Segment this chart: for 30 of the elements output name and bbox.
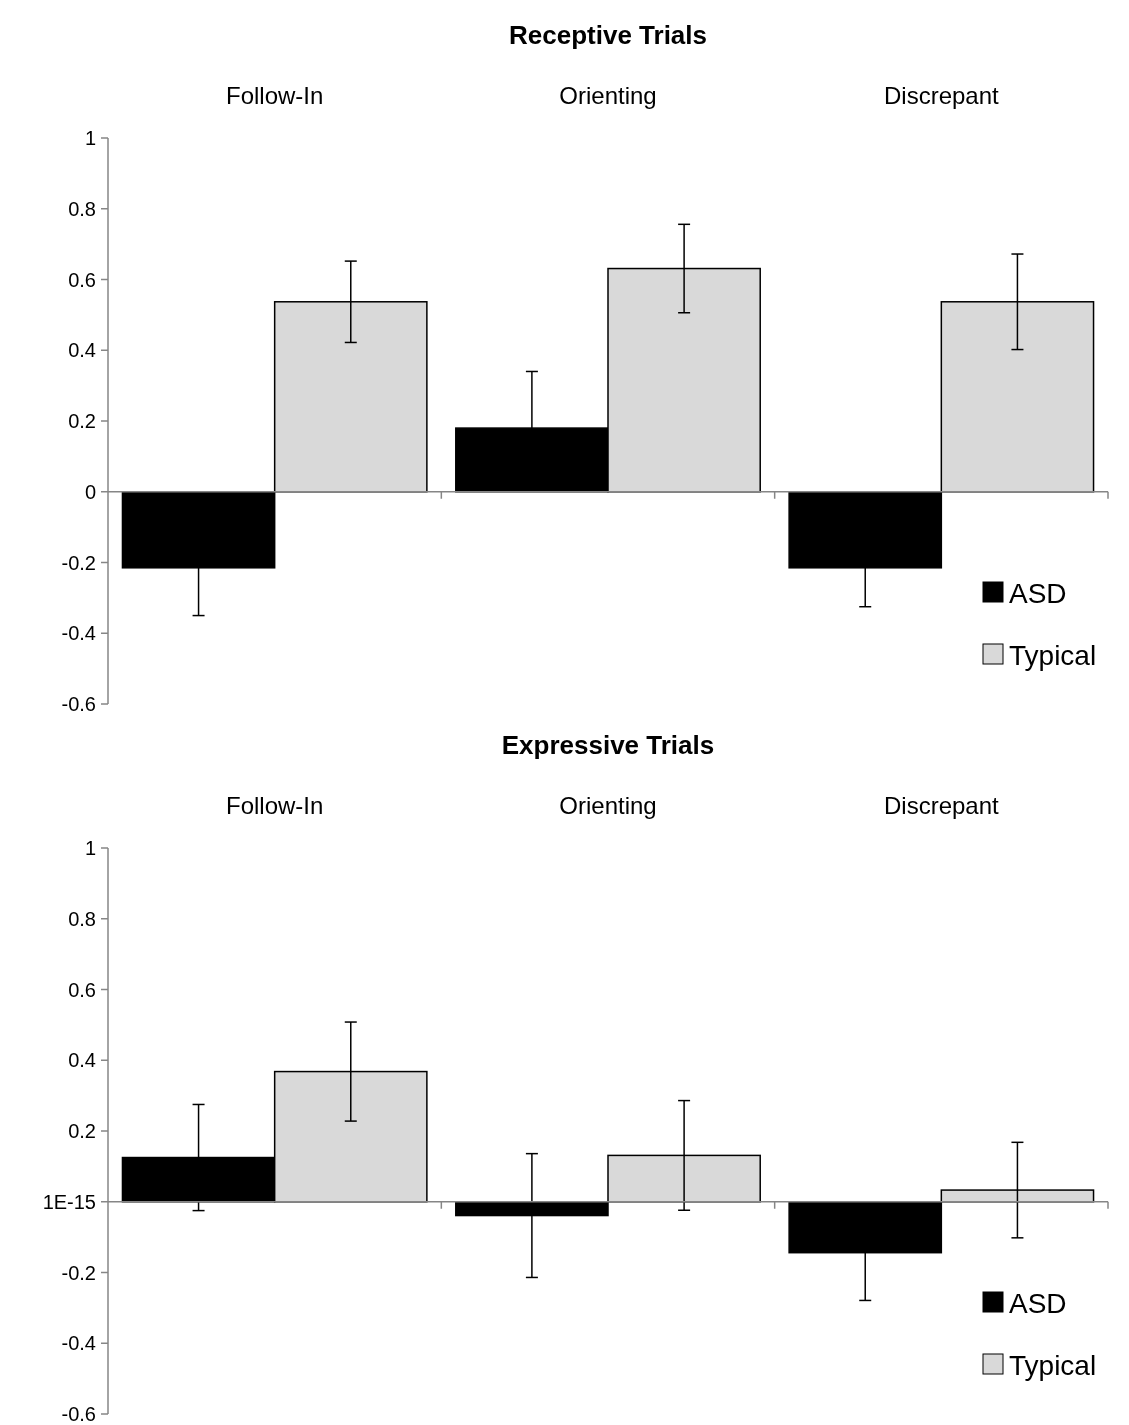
y-tick-label: 0.8 — [68, 907, 96, 930]
y-tick-label: -0.4 — [61, 1332, 96, 1355]
legend-label: Typical — [1009, 1349, 1097, 1381]
y-tick-label: 0.4 — [68, 339, 96, 362]
chart-title: Receptive Trials — [509, 20, 707, 50]
x-tick-label: Orienting — [559, 82, 657, 109]
y-tick-label: -0.2 — [61, 551, 96, 574]
y-tick-label: 0.6 — [68, 978, 96, 1001]
y-tick-label: -0.2 — [61, 1261, 96, 1284]
legend-label: Typical — [1009, 639, 1097, 671]
y-tick-label: 1 — [84, 837, 96, 859]
y-tick-label: 0 — [84, 480, 96, 503]
x-tick-label: Discrepant — [883, 792, 1000, 819]
y-tick-label: 0.4 — [68, 1049, 96, 1072]
chart-title: Expressive Trials — [501, 730, 715, 760]
y-tick-label: -0.6 — [61, 693, 96, 715]
y-tick-label: 0.6 — [68, 268, 96, 291]
legend-label: ASD — [1009, 577, 1067, 609]
x-tick-label: Discrepant — [883, 82, 1000, 109]
x-tick-label: Orienting — [559, 792, 657, 819]
y-tick-label: -0.4 — [61, 622, 96, 645]
y-tick-label: -0.6 — [61, 1403, 96, 1425]
y-tick-label: 1E-15 — [42, 1190, 96, 1213]
x-tick-label: Follow-In — [225, 792, 324, 819]
y-tick-label: 0.8 — [68, 197, 96, 220]
legend-label: ASD — [1009, 1287, 1067, 1319]
x-tick-label: Follow-In — [225, 82, 324, 109]
y-tick-label: 0.2 — [68, 410, 96, 432]
y-tick-label: 1 — [84, 127, 96, 149]
y-tick-label: 0.2 — [68, 1120, 96, 1142]
